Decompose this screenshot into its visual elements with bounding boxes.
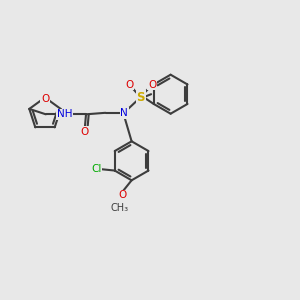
Text: NH: NH bbox=[57, 109, 72, 119]
Text: O: O bbox=[80, 127, 88, 137]
Text: Cl: Cl bbox=[91, 164, 101, 174]
Text: S: S bbox=[136, 91, 145, 104]
Text: O: O bbox=[148, 80, 156, 90]
Text: O: O bbox=[118, 190, 126, 200]
Text: N: N bbox=[120, 108, 128, 118]
Text: O: O bbox=[125, 80, 133, 90]
Text: O: O bbox=[41, 94, 49, 104]
Text: CH₃: CH₃ bbox=[110, 203, 129, 213]
